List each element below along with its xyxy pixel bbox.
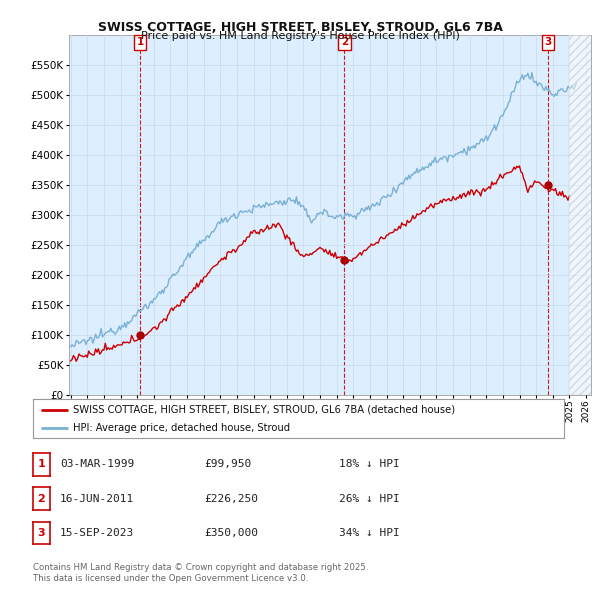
Text: 16-JUN-2011: 16-JUN-2011 (60, 494, 134, 503)
Text: 15-SEP-2023: 15-SEP-2023 (60, 528, 134, 537)
Text: 3: 3 (38, 528, 45, 537)
Text: £99,950: £99,950 (204, 460, 251, 469)
Text: 2: 2 (38, 494, 45, 503)
Text: 3: 3 (544, 37, 551, 47)
Text: 18% ↓ HPI: 18% ↓ HPI (339, 460, 400, 469)
Text: 34% ↓ HPI: 34% ↓ HPI (339, 528, 400, 537)
Text: £226,250: £226,250 (204, 494, 258, 503)
Text: HPI: Average price, detached house, Stroud: HPI: Average price, detached house, Stro… (73, 423, 290, 433)
Text: 2: 2 (341, 37, 348, 47)
Text: This data is licensed under the Open Government Licence v3.0.: This data is licensed under the Open Gov… (33, 574, 308, 583)
Text: 26% ↓ HPI: 26% ↓ HPI (339, 494, 400, 503)
Text: Contains HM Land Registry data © Crown copyright and database right 2025.: Contains HM Land Registry data © Crown c… (33, 563, 368, 572)
Text: 03-MAR-1999: 03-MAR-1999 (60, 460, 134, 469)
Text: SWISS COTTAGE, HIGH STREET, BISLEY, STROUD, GL6 7BA: SWISS COTTAGE, HIGH STREET, BISLEY, STRO… (98, 21, 502, 34)
Text: 1: 1 (38, 460, 45, 469)
Text: Price paid vs. HM Land Registry's House Price Index (HPI): Price paid vs. HM Land Registry's House … (140, 31, 460, 41)
Text: SWISS COTTAGE, HIGH STREET, BISLEY, STROUD, GL6 7BA (detached house): SWISS COTTAGE, HIGH STREET, BISLEY, STRO… (73, 405, 455, 415)
Text: 1: 1 (136, 37, 143, 47)
Text: £350,000: £350,000 (204, 528, 258, 537)
